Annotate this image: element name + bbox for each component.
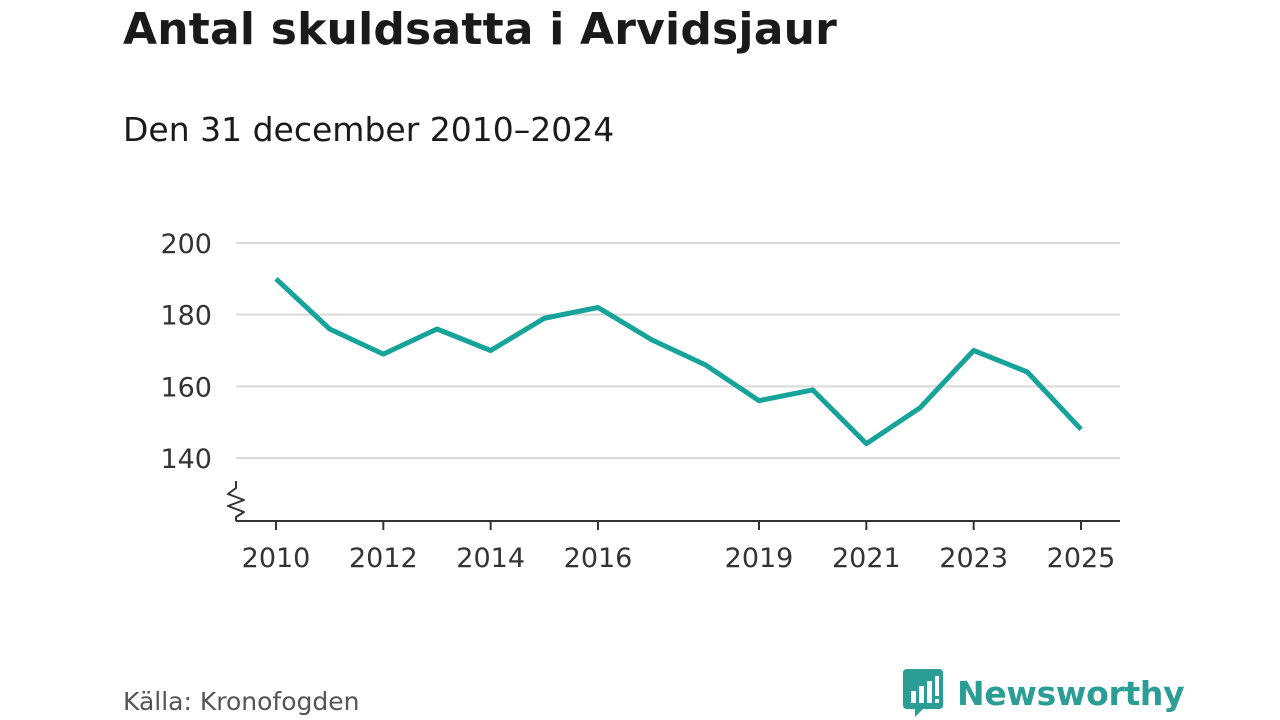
data-point (1078, 426, 1084, 432)
gridlines (236, 242, 1120, 459)
data-point (917, 405, 923, 411)
y-tick-label: 140 (160, 444, 212, 475)
data-point (756, 398, 762, 404)
x-axis (227, 481, 1120, 522)
x-tick-label: 2019 (725, 543, 794, 574)
x-tick-label: 2025 (1047, 543, 1116, 574)
source-note: Källa: Kronofogden (123, 687, 360, 716)
series-group (273, 276, 1084, 447)
x-tick-label: 2010 (242, 543, 311, 574)
chart-title: Antal skuldsatta i Arvidsjaur (123, 4, 838, 55)
data-point (327, 326, 333, 332)
data-point (488, 348, 494, 354)
brand-logo: Newsworthy (903, 669, 1185, 717)
chart-subtitle: Den 31 december 2010–2024 (123, 110, 615, 149)
data-point (595, 305, 601, 311)
data-point (971, 348, 977, 354)
x-tick-label: 2012 (349, 543, 418, 574)
x-axis-ticks: 2010 2012 2014 2016 2019 2021 2023 2025 (242, 521, 1116, 574)
data-point (863, 441, 869, 447)
brand-name: Newsworthy (957, 673, 1185, 713)
x-tick-label: 2014 (456, 543, 525, 574)
data-point (810, 387, 816, 393)
y-tick-label: 180 (160, 301, 212, 332)
data-point (541, 315, 547, 321)
data-point (1024, 369, 1030, 375)
data-point (380, 351, 386, 357)
axis-break-icon (227, 481, 245, 521)
data-point (649, 337, 655, 343)
x-tick-label: 2023 (939, 543, 1008, 574)
data-point (434, 326, 440, 332)
y-tick-label: 160 (160, 372, 212, 403)
data-point (273, 276, 279, 282)
x-tick-label: 2021 (832, 543, 901, 574)
y-axis-ticks: 140 160 180 200 (160, 229, 212, 475)
data-point (702, 362, 708, 368)
y-tick-label: 200 (160, 229, 212, 260)
series-line (274, 277, 1083, 447)
newsworthy-logo-icon (903, 669, 943, 717)
x-tick-label: 2016 (564, 543, 633, 574)
